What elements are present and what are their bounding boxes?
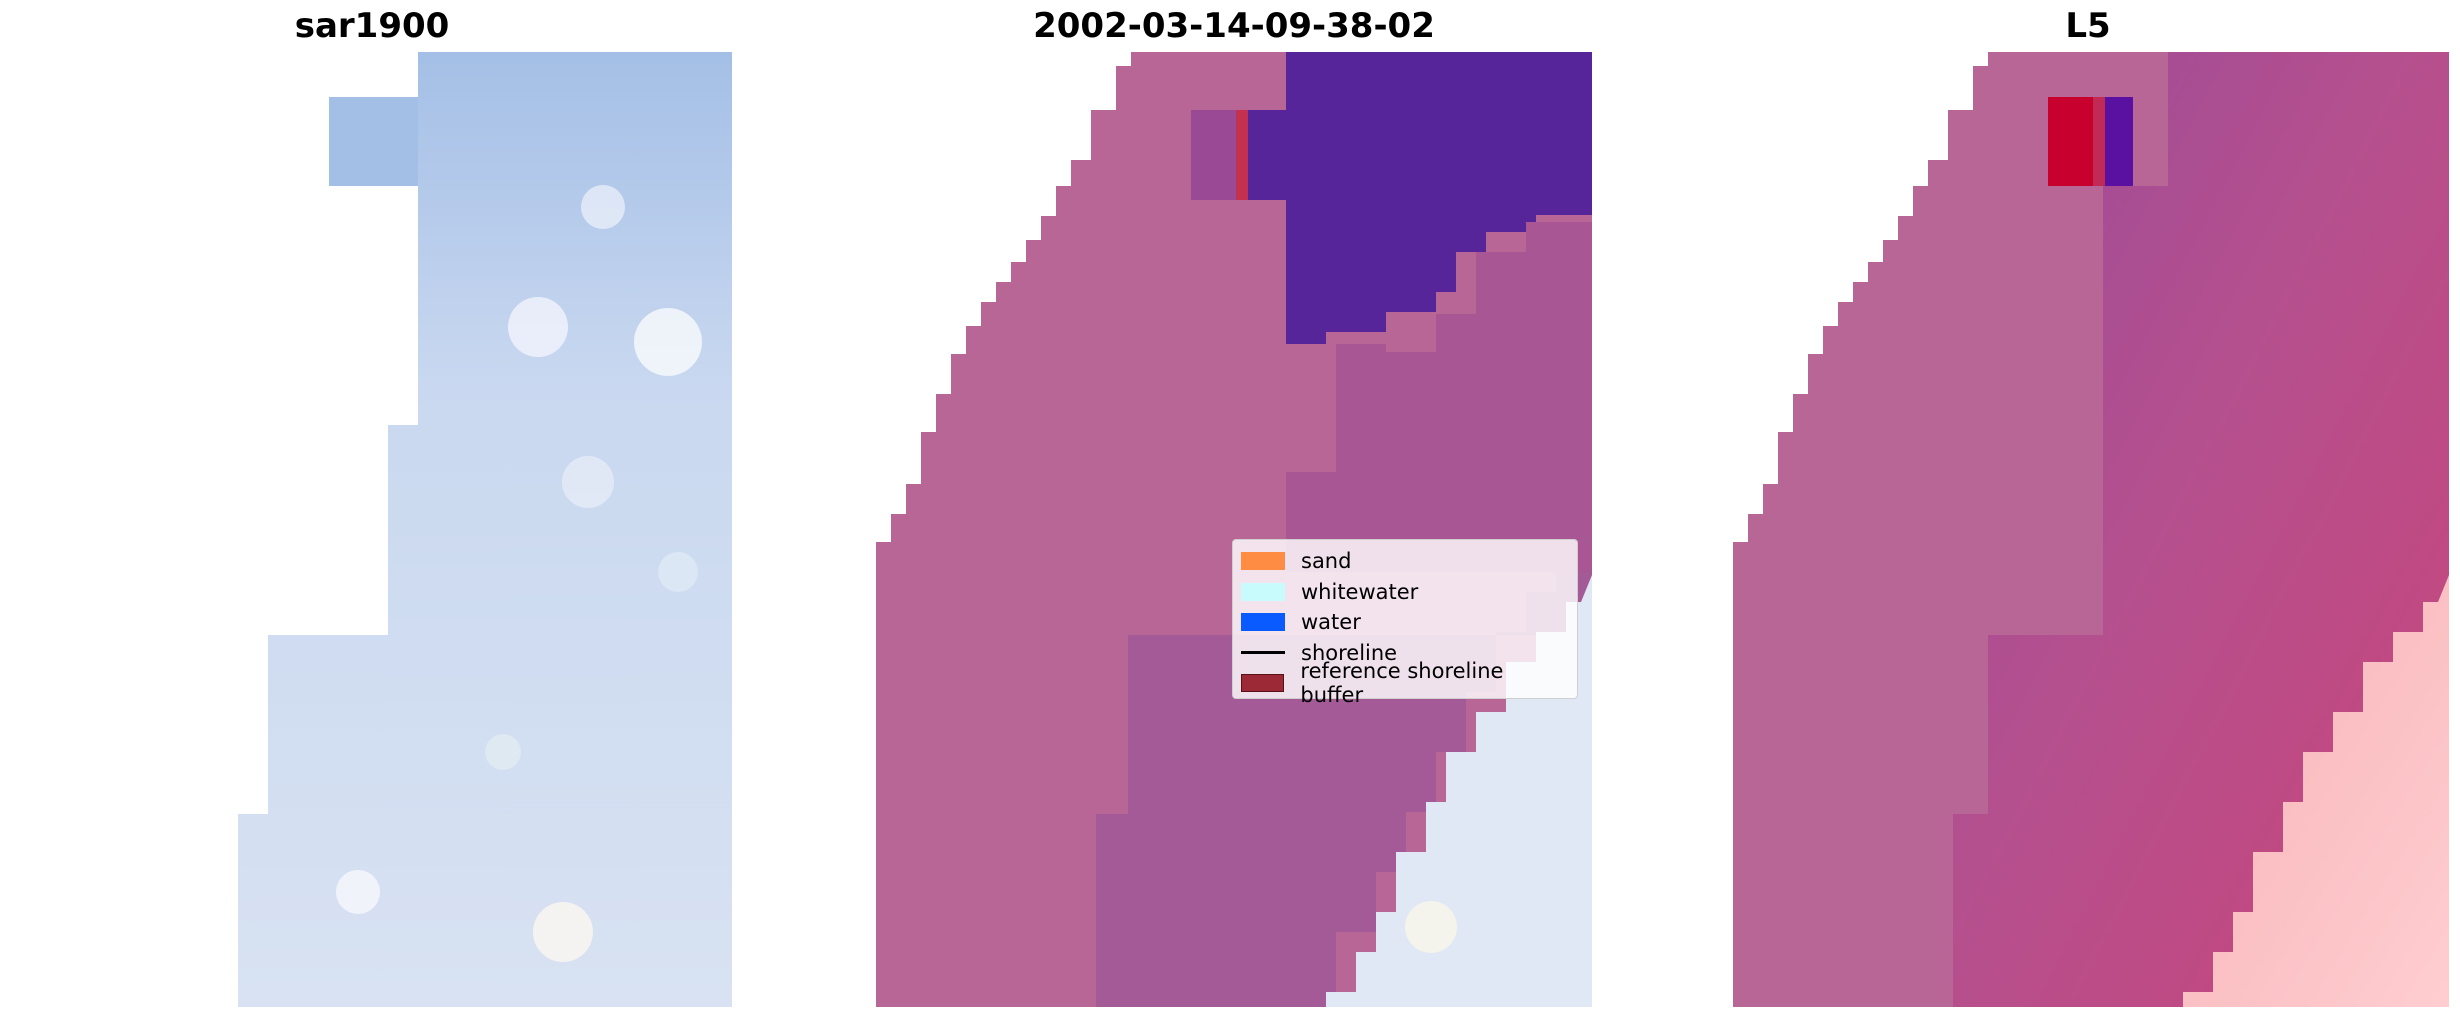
legend-item-sand: sand bbox=[1241, 546, 1569, 577]
sar-image bbox=[238, 52, 732, 1007]
legend-item-whitewater: whitewater bbox=[1241, 577, 1569, 608]
legend: sand whitewater water shoreline referenc… bbox=[1232, 539, 1578, 707]
buffer-purple-block bbox=[1191, 110, 1236, 200]
surf-zone-region bbox=[2183, 575, 2449, 1007]
whitewater-swatch bbox=[1241, 582, 1285, 601]
panel-title-date: 2002-03-14-09-38-02 bbox=[1033, 6, 1435, 46]
image-panel-l5 bbox=[1733, 52, 2449, 1007]
legend-item-shoreline: shoreline bbox=[1241, 638, 1569, 669]
legend-item-reference-buffer: reference shoreline buffer bbox=[1241, 659, 1569, 707]
l5-image bbox=[1733, 52, 2449, 1007]
classified-image bbox=[876, 52, 1592, 1007]
image-panel-classified bbox=[876, 52, 1592, 1007]
sar-notch bbox=[329, 97, 418, 186]
legend-label-whitewater: whitewater bbox=[1301, 579, 1419, 604]
sar-footprint bbox=[238, 52, 732, 1007]
violet-ocean-region bbox=[1286, 222, 1592, 572]
image-panel-sar1900 bbox=[238, 52, 732, 1007]
dark-purple-region bbox=[1286, 52, 1592, 344]
reference-buffer-block bbox=[2048, 97, 2093, 186]
reference-buffer-strip bbox=[1236, 110, 1248, 200]
reference-buffer-swatch bbox=[1241, 674, 1285, 693]
legend-label-water: water bbox=[1301, 610, 1361, 635]
panel-title-l5: L5 bbox=[2065, 6, 2111, 46]
legend-label-shoreline: shoreline bbox=[1301, 640, 1398, 665]
legend-label-reference-buffer: reference shoreline buffer bbox=[1300, 659, 1504, 708]
legend-label-sand: sand bbox=[1301, 549, 1352, 574]
sand-swatch bbox=[1241, 552, 1285, 571]
water-swatch bbox=[1241, 613, 1285, 632]
legend-item-water: water bbox=[1241, 607, 1569, 638]
shoreline-line-swatch bbox=[1241, 651, 1285, 655]
panel-title-sar1900: sar1900 bbox=[294, 6, 450, 46]
